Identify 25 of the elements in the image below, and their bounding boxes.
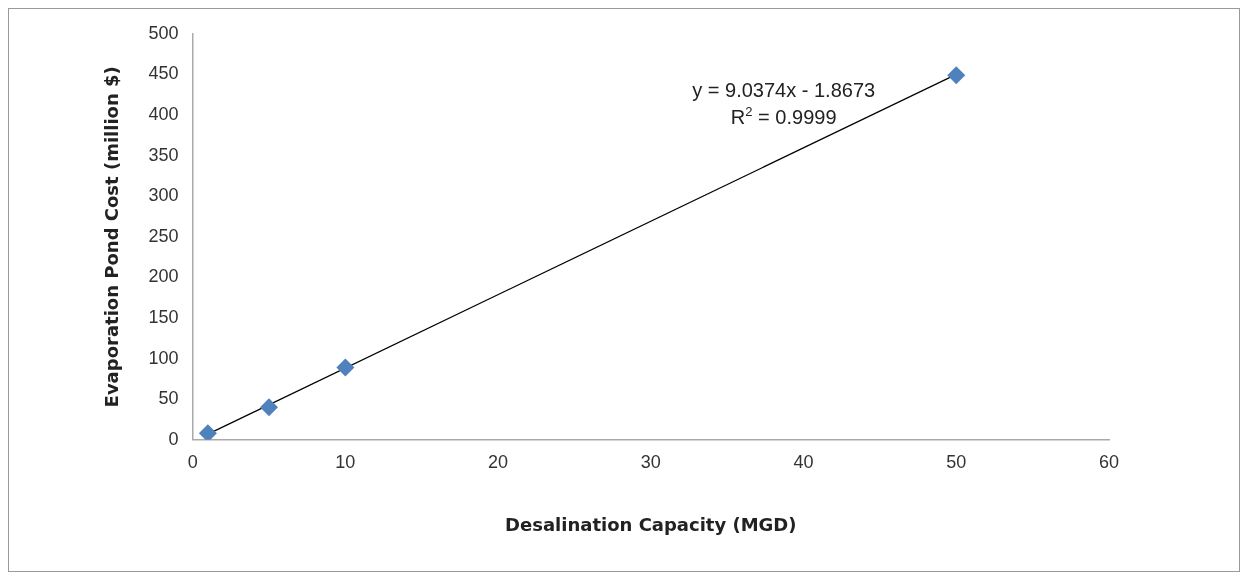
point	[947, 66, 966, 85]
point	[336, 358, 355, 377]
y-tick-label: 50	[158, 388, 179, 409]
y-tick-label: 250	[148, 225, 179, 246]
x-tick-label: 60	[1098, 451, 1120, 472]
x-tick-label: 0	[187, 451, 198, 472]
y-tick-label: 300	[148, 185, 179, 206]
annotation: y = 9.0374x - 1.8673	[692, 78, 876, 101]
x-tick-label: 20	[488, 451, 509, 472]
x-tick-label: 50	[946, 451, 967, 472]
x-tick-label: 40	[793, 451, 814, 472]
x-tick-label: 30	[640, 451, 661, 472]
y-tick-label: 100	[148, 347, 179, 368]
point	[260, 398, 278, 417]
x-tick-label: 10	[335, 451, 356, 472]
x-axis-title: Desalination Capacity (MGD)	[505, 513, 797, 535]
y-tick-label: 450	[148, 63, 179, 84]
y-tick-label: 400	[148, 103, 179, 124]
y-tick-label: 200	[148, 266, 179, 287]
y-tick-label: 150	[148, 306, 179, 327]
point	[198, 424, 217, 440]
y-axis-title: Evaporation Pond Cost (million $)	[101, 66, 123, 408]
y-tick-label: 500	[148, 22, 179, 43]
y-tick-label: 350	[148, 144, 179, 165]
y-tick-label: 0	[168, 428, 179, 449]
